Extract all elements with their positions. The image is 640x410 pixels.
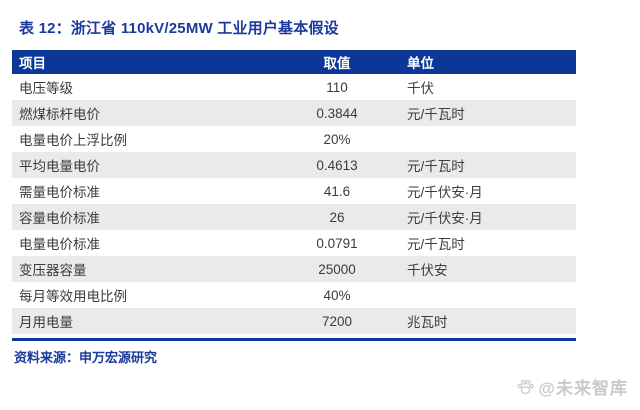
cell-unit: 元/千瓦时: [407, 159, 465, 174]
cell-item: 每月等效用电比例: [19, 289, 127, 304]
page-title: 表 12：浙江省 110kV/25MW 工业用户基本假设: [19, 20, 339, 37]
column-header-unit: 单位: [407, 56, 434, 71]
cell-unit: 千伏: [407, 81, 434, 96]
source-note: 资料来源：申万宏源研究: [14, 350, 158, 365]
cell-value: 25000: [318, 261, 356, 277]
table-body: 电压等级 110 千伏 燃煤标杆电价 0.3844 元/千瓦时 电量电价上浮比例 20% 平均电…: [12, 74, 576, 334]
table-bottom-rule: [12, 338, 576, 341]
table-row: 电压等级 110 千伏: [12, 74, 576, 100]
cell-unit: 元/千瓦时: [407, 237, 465, 252]
table-row: 电量电价上浮比例 20%: [12, 126, 576, 152]
cell-item: 电压等级: [19, 81, 73, 96]
cell-item: 电量电价标准: [19, 237, 100, 252]
assumptions-table: 项目 取值 单位 电压等级 110 千伏 燃煤标杆电价 0.3844 元/千瓦时 电量电价上…: [12, 50, 576, 341]
cell-value: 0.4613: [316, 157, 358, 173]
paw-icon: [516, 377, 535, 396]
cell-item: 燃煤标杆电价: [19, 107, 100, 122]
cell-unit: 元/千瓦时: [407, 107, 465, 122]
cell-item: 平均电量电价: [19, 159, 100, 174]
cell-item: 月用电量: [19, 315, 73, 330]
cell-item: 需量电价标准: [19, 185, 100, 200]
cell-value: 40%: [323, 287, 351, 303]
table-row: 需量电价标准 41.6 元/千伏安·月: [12, 178, 576, 204]
cell-value: 41.6: [323, 183, 351, 199]
watermark-label: @未来智库: [538, 379, 628, 398]
table-header-row: 项目 取值 单位: [12, 50, 576, 74]
table-row: 变压器容量 25000 千伏安: [12, 256, 576, 282]
cell-item: 变压器容量: [19, 263, 87, 278]
cell-value: 0.0791: [316, 235, 358, 251]
table-row: 每月等效用电比例 40%: [12, 282, 576, 308]
column-header-value: 取值: [323, 56, 351, 71]
table-row: 月用电量 7200 兆瓦时: [12, 308, 576, 334]
cell-item: 电量电价上浮比例: [19, 133, 127, 148]
column-header-item: 项目: [19, 56, 46, 71]
watermark: @未来智库: [516, 374, 628, 399]
table-row: 燃煤标杆电价 0.3844 元/千瓦时: [12, 100, 576, 126]
cell-value: 110: [326, 79, 348, 95]
cell-item: 容量电价标准: [19, 211, 100, 226]
cell-value: 0.3844: [316, 105, 358, 121]
cell-unit: 千伏安: [407, 263, 448, 278]
table-row: 平均电量电价 0.4613 元/千瓦时: [12, 152, 576, 178]
cell-unit: 元/千伏安·月: [407, 185, 483, 200]
cell-unit: 兆瓦时: [407, 315, 448, 330]
table-row: 容量电价标准 26 元/千伏安·月: [12, 204, 576, 230]
table-row: 电量电价标准 0.0791 元/千瓦时: [12, 230, 576, 256]
cell-unit: 元/千伏安·月: [407, 211, 483, 226]
cell-value: 26: [329, 209, 345, 225]
cell-value: 20%: [323, 131, 351, 147]
cell-value: 7200: [321, 313, 353, 329]
